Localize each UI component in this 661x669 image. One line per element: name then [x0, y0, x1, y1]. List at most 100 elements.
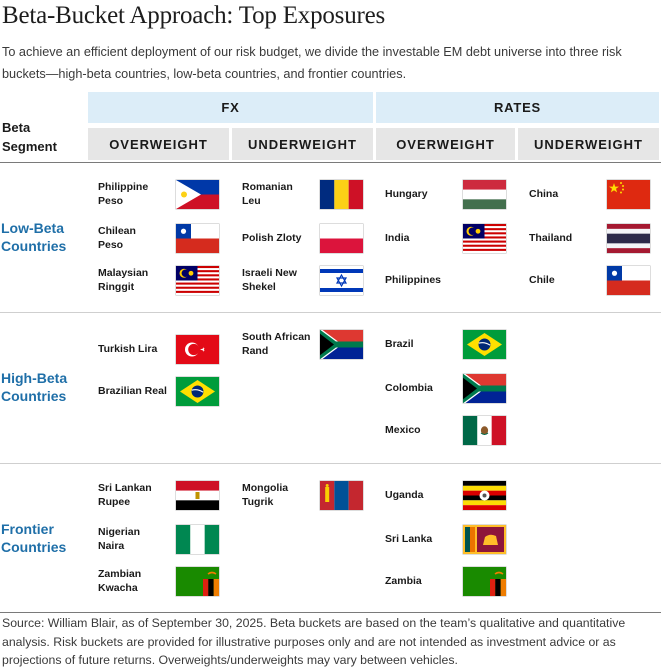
egypt-flag	[176, 480, 219, 510]
exposure-label-line1: Uganda	[385, 489, 424, 501]
exposure-label: South African Rand	[242, 330, 310, 358]
beta-segment-header: Beta Segment	[2, 118, 57, 156]
mexico-flag	[463, 415, 506, 445]
segment-divider-1	[0, 312, 661, 313]
exposure-label: Chilean Peso	[98, 224, 136, 252]
romania-flag	[320, 179, 363, 209]
exposure-label: Zambian Kwacha	[98, 567, 141, 595]
south-africa-flag	[463, 373, 506, 403]
exposure-label-line1: Philippine	[98, 181, 149, 193]
exposure-label-line1: Mexico	[385, 424, 421, 436]
exposure-label-line1: Zambian	[98, 568, 142, 580]
exposure-label: Nigerian Naira	[98, 525, 140, 553]
zambia-flag	[463, 566, 506, 596]
exposure-label: Sri Lankan Rupee	[98, 481, 152, 509]
exposure-label: Chile	[529, 273, 555, 287]
chile-flag	[176, 223, 219, 253]
segment-label-line1: High-Beta	[1, 369, 68, 386]
exposure-label-line1: Chilean	[98, 225, 136, 237]
segment-label: Frontier Countries	[1, 520, 66, 556]
exposure-label-line1: Sri Lankan	[98, 482, 152, 494]
exposure-label-line1: Brazilian Real	[98, 385, 167, 397]
exposure-label: Zambia	[385, 574, 422, 588]
rates-overweight-header: OVERWEIGHT	[376, 128, 515, 160]
exposure-label-line1: Zambia	[385, 575, 422, 587]
hungary-flag	[463, 179, 506, 209]
malaysia-flag	[463, 223, 506, 253]
turkey-flag	[176, 334, 219, 364]
exposure-label: Polish Zloty	[242, 231, 302, 245]
exposure-label: Romanian Leu	[242, 180, 293, 208]
exposure-label-line2: Leu	[242, 195, 261, 207]
exposure-label-line2: Rupee	[98, 496, 131, 508]
fx-overweight-header: OVERWEIGHT	[88, 128, 229, 160]
page-subtitle: To achieve an efficient deployment of ou…	[2, 45, 622, 81]
exposure-label: Colombia	[385, 381, 433, 395]
exposure-label-line1: Malaysian	[98, 267, 149, 279]
exposure-label-line2: Ringgit	[98, 281, 135, 293]
exposure-label: India	[385, 231, 410, 245]
exposure-label: Israeli New Shekel	[242, 266, 297, 294]
exposure-label-line1: Chile	[529, 274, 555, 286]
exposure-label: Turkish Lira	[98, 342, 157, 356]
exposure-label-line2: Tugrik	[242, 496, 274, 508]
page-title: Beta-Bucket Approach: Top Exposures	[2, 2, 386, 29]
israel-flag	[320, 265, 363, 295]
exposure-label: Thailand	[529, 231, 572, 245]
south-africa-flag	[320, 329, 363, 359]
exposure-label-line1: Philippines	[385, 274, 442, 286]
rates-underweight-header: UNDERWEIGHT	[518, 128, 659, 160]
exposure-label: Mexico	[385, 423, 421, 437]
exposure-label-line1: Hungary	[385, 188, 428, 200]
exposure-label-line1: China	[529, 188, 559, 200]
exposure-label-line2: Peso	[98, 239, 124, 251]
footnote: Source: William Blair, as of September 3…	[2, 616, 626, 667]
philippines-flag	[176, 179, 219, 209]
exposure-label-line1: Sri Lanka	[385, 533, 433, 545]
exposure-label-line2: Naira	[98, 540, 125, 552]
exposure-label-line2: Rand	[242, 345, 269, 357]
exposure-label-line1: Romanian	[242, 181, 293, 193]
exposure-label-line1: Mongolia	[242, 482, 289, 494]
exposure-label-line1: India	[385, 232, 410, 244]
fx-header: FX	[88, 92, 373, 123]
footer-divider	[0, 612, 661, 613]
exposure-label: Philippines	[385, 273, 441, 287]
exposure-label-line1: Israeli New	[242, 267, 297, 279]
segment-label-line1: Low-Beta	[1, 219, 64, 236]
segment-label-line1: Frontier	[1, 520, 54, 537]
exposure-label: Sri Lanka	[385, 532, 432, 546]
fx-underweight-header: UNDERWEIGHT	[232, 128, 373, 160]
exposure-label-line1: Brazil	[385, 338, 414, 350]
exposure-label-line1: Thailand	[529, 232, 573, 244]
rates-header: RATES	[376, 92, 659, 123]
exposure-label-line1: Turkish Lira	[98, 343, 158, 355]
zambia-flag	[176, 566, 219, 596]
segment-label: Low-Beta Countries	[1, 219, 66, 255]
mongolia-flag	[320, 480, 363, 510]
chile-flag	[607, 265, 650, 295]
segment-label: High-Beta Countries	[1, 369, 67, 405]
segment-label-line2: Countries	[1, 237, 67, 254]
segment-label-line2: Countries	[1, 387, 67, 404]
exposure-label-line1: Polish Zloty	[242, 232, 302, 244]
china-flag	[607, 179, 650, 209]
exposure-label: Brazilian Real	[98, 384, 167, 398]
exposure-label: Philippine Peso	[98, 180, 148, 208]
poland-flag	[320, 223, 363, 253]
exposure-label-line1: Colombia	[385, 382, 433, 394]
exposure-label: China	[529, 187, 558, 201]
header-divider	[0, 162, 661, 163]
uganda-flag	[463, 480, 506, 510]
exposure-label: Hungary	[385, 187, 428, 201]
exposure-label-line1: Nigerian	[98, 526, 141, 538]
exposure-label-line1: South African	[242, 331, 311, 343]
sri-lanka-flag	[463, 524, 506, 554]
segment-label-line2: Countries	[1, 538, 67, 555]
exposure-label-line2: Peso	[98, 195, 124, 207]
beta-segment-header-line2: Segment	[2, 139, 57, 154]
nigeria-flag	[176, 524, 219, 554]
thailand-flag	[607, 223, 650, 253]
brazil-flag	[176, 376, 219, 406]
segment-divider-2	[0, 463, 661, 464]
